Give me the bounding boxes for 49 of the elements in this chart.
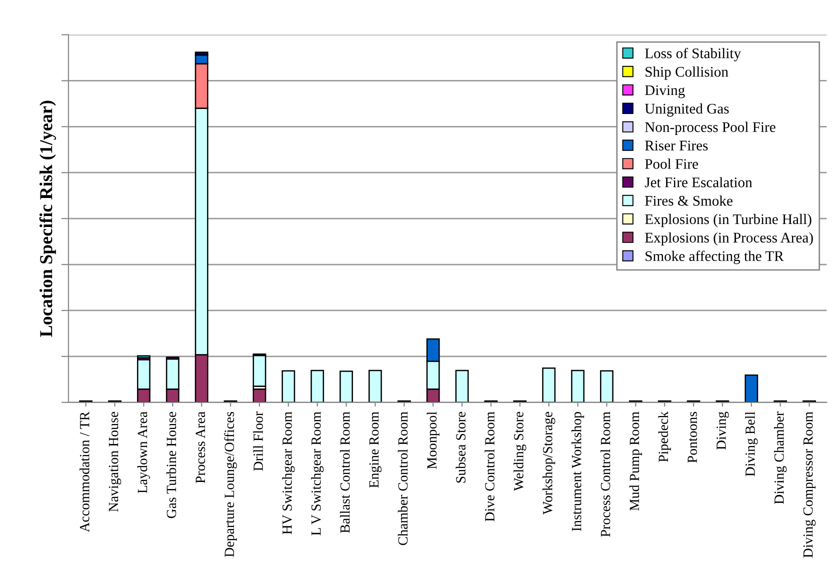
x-tick-label: Diving Bell xyxy=(745,412,758,476)
x-tick-label: Workshop/Storage xyxy=(542,412,556,514)
bar xyxy=(542,367,556,402)
bar xyxy=(282,370,296,402)
x-tick-label: Drill Floor xyxy=(253,412,263,471)
bar xyxy=(368,370,382,402)
legend-label: Fires & Smoke xyxy=(645,195,732,206)
bar xyxy=(252,354,266,387)
bar xyxy=(310,370,324,402)
bar xyxy=(600,370,614,402)
x-tick-label: Departure Lounge/Offices xyxy=(224,412,237,557)
legend-label: Riser Fires xyxy=(645,140,708,150)
x-tick-label: L V Switchgear Room xyxy=(311,412,324,536)
x-tick-label: Welding Store xyxy=(514,412,526,491)
legend-label: Diving xyxy=(645,85,685,98)
x-tick-label: Chamber Control Room xyxy=(398,412,408,546)
legend-label: Loss of Stability xyxy=(645,48,741,62)
x-tick-label: Process Control Room xyxy=(600,412,610,537)
bar xyxy=(571,370,584,402)
x-tick-label: Laydown Area xyxy=(137,412,150,494)
legend-label: Explosions (in Process Area) xyxy=(645,232,813,246)
x-tick-label: Moonpool xyxy=(426,412,440,469)
x-tick-label: Dive Control Room xyxy=(484,412,494,522)
x-tick-label: Diving Compressor Room xyxy=(803,412,816,558)
x-tick-label: Process Area xyxy=(196,412,206,484)
bar xyxy=(455,370,469,402)
x-tick-label: HV Switchgear Room xyxy=(282,412,295,534)
x-tick-label: Ballast Control Room xyxy=(340,412,350,533)
x-tick-label: Instrument Workshop xyxy=(571,412,584,532)
x-tick-label: Navigation House xyxy=(108,412,122,512)
legend-label: Non-process Pool Fire xyxy=(645,122,776,136)
x-tick-label: Diving Chamber xyxy=(774,412,787,504)
x-tick-label: Subsea Store xyxy=(456,412,466,483)
legend-label: Unignited Gas xyxy=(644,103,729,117)
x-tick-label: Pontoons xyxy=(688,412,698,463)
bar xyxy=(744,374,758,402)
x-tick-label: Diving xyxy=(716,412,729,450)
bar xyxy=(340,370,353,402)
legend-label: Ship Collision xyxy=(646,66,728,80)
x-tick-label: Mud Pump Room xyxy=(629,412,642,511)
legend-label: Pool Fire xyxy=(645,158,698,169)
x-tick-label: Pipedeck xyxy=(658,411,671,462)
x-tick-label: Accommodation / TR xyxy=(80,411,90,532)
legend-label: Explosions (in Turbine Hall) xyxy=(645,214,812,228)
x-tick-label: Engine Room xyxy=(369,412,382,488)
x-tick-label: Gas Turbine House xyxy=(166,412,176,518)
y-axis-title: Location Specific Risk (1/year) xyxy=(39,100,56,337)
legend-label: Jet Fire Escalation xyxy=(644,177,752,188)
legend-label: Smoke affecting the TR xyxy=(646,250,784,264)
